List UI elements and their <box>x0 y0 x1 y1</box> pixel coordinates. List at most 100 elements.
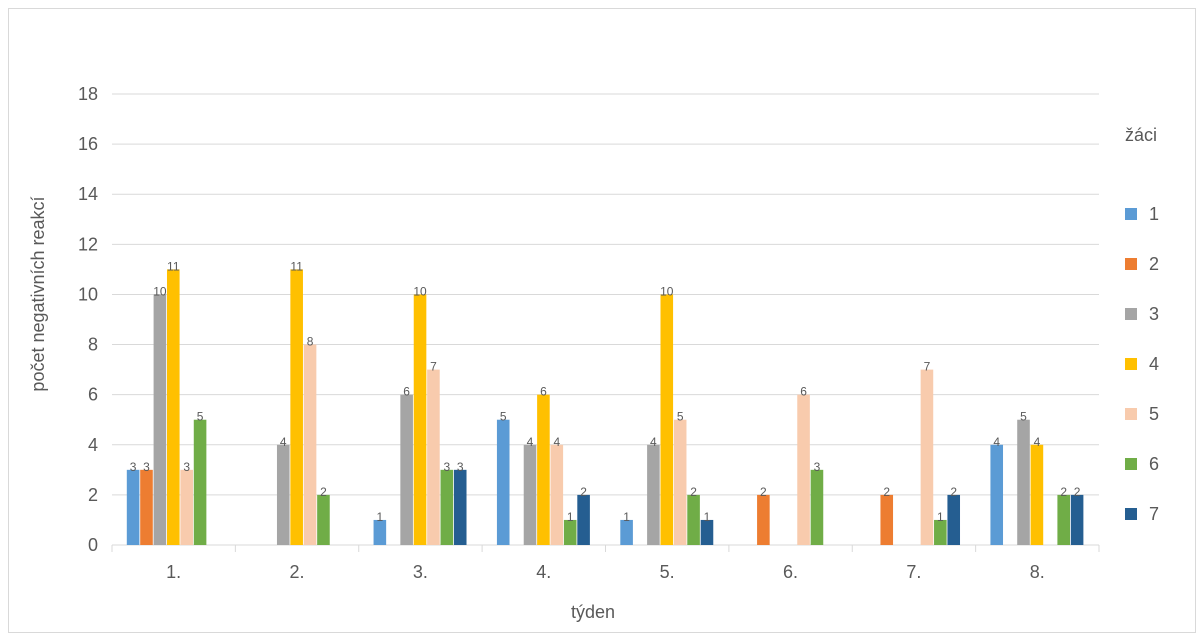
bar-series-5 <box>427 369 440 545</box>
x-axis-ticks: 1. 2. 3. 4. 5. 6. 7. 8. <box>166 562 1045 582</box>
data-label: 4 <box>650 435 657 449</box>
data-label: 2 <box>1074 485 1081 499</box>
bar-series-6 <box>1057 494 1070 545</box>
x-tick-label: 3. <box>413 562 428 582</box>
data-label: 2 <box>760 485 767 499</box>
bar-series-6 <box>563 519 577 545</box>
bar-series-1 <box>126 469 140 545</box>
bar-series-4 <box>413 294 427 545</box>
bar-series-6 <box>440 469 454 545</box>
data-label: 4 <box>1034 435 1041 449</box>
data-label: 4 <box>280 435 287 449</box>
legend-title: žáci <box>1125 125 1157 145</box>
x-tick-label: 6. <box>783 562 798 582</box>
y-tick-label: 0 <box>88 535 98 555</box>
bar-series-4 <box>537 394 550 545</box>
data-label: 10 <box>413 284 427 298</box>
data-label: 1 <box>704 510 711 524</box>
legend-label: 1 <box>1149 204 1159 224</box>
y-tick-label: 4 <box>88 435 98 455</box>
legend-swatch-6 <box>1125 458 1137 470</box>
bar-series-6 <box>810 469 824 545</box>
bar-series-5 <box>920 369 934 545</box>
data-label: 1 <box>937 510 944 524</box>
bar-series-6 <box>934 519 947 545</box>
x-tick-label: 5. <box>660 562 675 582</box>
bar-series-6 <box>193 419 207 545</box>
legend-label: 5 <box>1149 404 1159 424</box>
bar-series-3 <box>523 444 537 545</box>
legend-label: 7 <box>1149 504 1159 524</box>
legend-swatch-4 <box>1125 358 1137 370</box>
y-tick-label: 18 <box>78 84 98 104</box>
bar-series-5 <box>180 469 193 545</box>
bar-series-7 <box>453 469 467 545</box>
bar-series-4 <box>1030 444 1044 545</box>
y-tick-label: 12 <box>78 234 98 254</box>
x-tick-label: 4. <box>536 562 551 582</box>
bar-series-6 <box>687 494 700 545</box>
legend-label: 4 <box>1149 354 1159 374</box>
data-label: 6 <box>800 385 807 399</box>
bars <box>126 269 1084 545</box>
bar-series-4 <box>660 294 674 545</box>
gridlines <box>112 93 1099 496</box>
data-label: 3 <box>443 460 450 474</box>
bar-series-1 <box>990 444 1004 545</box>
data-label: 6 <box>403 385 410 399</box>
y-tick-label: 8 <box>88 335 98 355</box>
x-axis <box>111 544 1100 552</box>
x-tick-label: 1. <box>166 562 181 582</box>
bar-series-5 <box>550 444 564 545</box>
bar-series-7 <box>577 494 590 545</box>
data-label: 2 <box>883 485 890 499</box>
y-tick-label: 16 <box>78 134 98 154</box>
data-label: 4 <box>993 435 1000 449</box>
bar-series-5 <box>797 394 810 545</box>
bar-series-3 <box>400 394 413 545</box>
bar-series-1 <box>373 519 387 545</box>
y-tick-label: 10 <box>78 284 98 304</box>
data-label: 2 <box>580 485 587 499</box>
data-label: 4 <box>527 435 534 449</box>
data-label: 1 <box>567 510 574 524</box>
legend-swatch-3 <box>1125 308 1137 320</box>
data-label: 8 <box>307 335 314 349</box>
x-tick-label: 7. <box>906 562 921 582</box>
data-label: 6 <box>540 385 547 399</box>
bar-series-2 <box>757 494 770 545</box>
x-axis-label: týden <box>571 602 615 622</box>
data-label: 3 <box>130 460 137 474</box>
bar-series-7 <box>700 519 714 545</box>
data-label: 5 <box>500 410 507 424</box>
chart-area: 3 1 5 1 4 3 2 2 10 4 6 4 4 5 11 11 10 6 10 4 3 8 7 4 5 6 7 5 2 3 1 2 3 1 2… <box>8 8 1196 633</box>
data-label: 2 <box>320 485 327 499</box>
legend-label: 2 <box>1149 254 1159 274</box>
y-axis-label: počet negativních reakcí <box>28 196 48 391</box>
legend: žáci 1 2 3 4 5 6 7 <box>1125 125 1159 524</box>
data-label: 11 <box>290 259 303 273</box>
legend-swatch-5 <box>1125 408 1137 420</box>
data-label: 7 <box>430 360 437 374</box>
data-label: 2 <box>950 485 957 499</box>
y-tick-label: 14 <box>78 184 98 204</box>
bar-series-2 <box>140 469 153 545</box>
data-label: 5 <box>677 410 684 424</box>
x-tick-label: 8. <box>1030 562 1045 582</box>
bar-series-5 <box>303 344 317 545</box>
data-label: 5 <box>197 410 204 424</box>
x-tick-label: 2. <box>290 562 305 582</box>
data-label: 1 <box>377 510 384 524</box>
bar-series-3 <box>276 444 290 545</box>
legend-swatch-2 <box>1125 258 1137 270</box>
bar-series-3 <box>153 294 167 545</box>
bar-series-3 <box>647 444 660 545</box>
bar-series-7 <box>947 494 961 545</box>
legend-label: 6 <box>1149 454 1159 474</box>
bar-series-5 <box>673 419 687 545</box>
legend-label: 3 <box>1149 304 1159 324</box>
y-tick-label: 6 <box>88 385 98 405</box>
data-label: 2 <box>690 485 697 499</box>
data-label: 10 <box>153 284 167 298</box>
